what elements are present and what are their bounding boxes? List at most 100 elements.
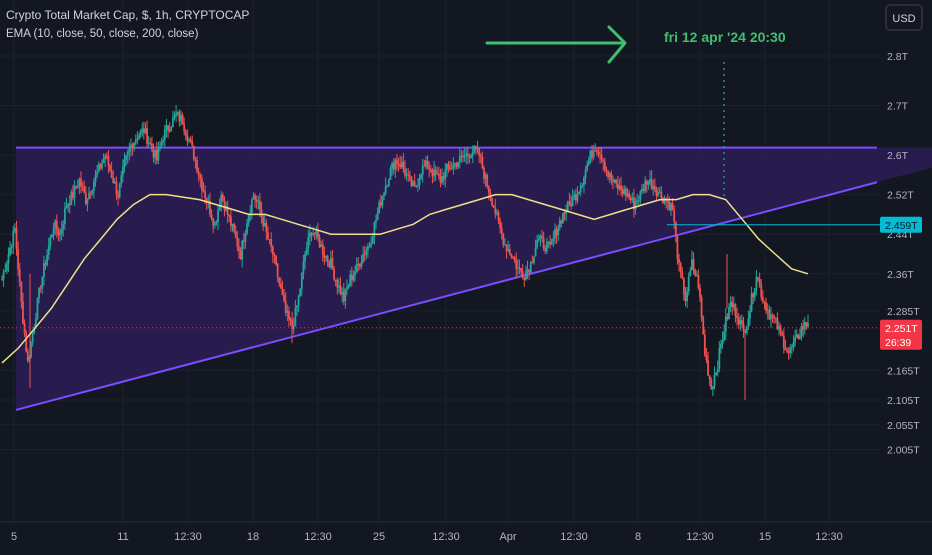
candle-body [292,326,295,329]
candle-body [178,112,181,122]
ema-line [1,193,809,364]
candle-body [520,268,522,272]
candle-body [94,175,97,183]
candle-body [4,271,7,273]
candle-body [397,163,400,165]
candle-body [302,261,305,274]
candle-body [125,155,128,160]
currency-button[interactable] [885,4,923,31]
candle-body [724,316,727,332]
candle-body [633,197,635,210]
candle-body [662,198,664,203]
candle-body [731,301,734,308]
candle-body [410,176,413,187]
candle-body [30,342,32,358]
candle-body [305,248,308,254]
candle-body [574,194,577,201]
candle-body [381,195,384,206]
candle-body [157,149,160,161]
indicator-legend[interactable]: EMA (10, close, 50, close, 200, close) [6,28,199,40]
candle-body [408,174,411,177]
candle-body [736,315,738,318]
candle-body [392,163,395,170]
candle-body [281,288,284,295]
candle-body [495,212,498,214]
candle-body [583,177,585,186]
candle-body [716,369,719,373]
candle-body [449,167,452,170]
candle-body [671,203,674,211]
candle-body [117,194,119,198]
candle-body [107,155,110,166]
candle-body [526,269,529,272]
candle-body [774,317,777,319]
candle-body [591,150,593,158]
candle-body [413,181,416,186]
candle-body [300,273,303,289]
candle-body [189,139,192,142]
annotation-text: fri 12 apr '24 20:30 [664,29,786,45]
time-tick-label: 18 [247,531,259,543]
candle-body [739,320,742,325]
candle-body [687,276,690,292]
candle-body [478,148,481,156]
candle-body [242,240,245,242]
candle-body [431,172,434,177]
candle-body [629,197,632,201]
candle-body [350,274,353,281]
candle-body [10,246,13,248]
candle-body [428,167,431,170]
price-axis[interactable]: 2.8T2.7T2.6T2.52T2.44T2.36T2.285T2.165T2… [880,51,922,457]
candle-body [694,269,697,276]
candle-body [70,191,73,205]
candle-body [554,229,556,239]
candle-body [96,171,99,176]
current-price-label: 2.251T [885,323,918,335]
candle-body [405,174,408,176]
support-line [15,181,878,411]
overlays [0,62,880,329]
candle-body [367,246,369,251]
candle-body [299,288,302,297]
price-tick-label: 2.005T [887,445,920,457]
candle-body [88,192,90,200]
candle-body [502,233,505,245]
candle-body [20,281,23,302]
candle-body [605,169,608,171]
candle-body [131,144,134,149]
candle-body [699,287,701,298]
candle-body [396,159,398,164]
candle-body [221,194,224,201]
candle-body [426,160,429,168]
candle-body [17,248,20,270]
candle-body [800,326,803,336]
candle-body [587,159,590,165]
candle-body [365,250,368,255]
candle-body [191,141,194,146]
candle-body [57,229,60,236]
candle-body [120,175,123,184]
candle-body [618,185,621,189]
candle-body [644,180,647,191]
candle-body [228,215,231,217]
candle-body [742,323,745,332]
candle-body [346,287,348,289]
candle-body [168,130,171,132]
candle-body [691,259,693,271]
candle-body [516,267,519,269]
time-axis[interactable]: 5 11 12:30 18 12:30 25 12:30 Apr 12:30 8 12:30 15 12… [0,521,932,543]
candle-body [425,160,427,167]
currency-label[interactable]: USD [892,13,915,25]
price-tick-label: 2.285T [887,306,920,318]
candle-body [486,174,489,187]
candle-body [15,228,18,249]
candle-body [805,322,808,327]
candle-body [147,143,150,145]
candle-body [394,159,397,170]
candle-body [260,209,263,217]
candle-body [521,271,524,278]
candle-body [331,258,334,269]
candle-body [757,277,759,280]
candle-body [321,244,324,255]
